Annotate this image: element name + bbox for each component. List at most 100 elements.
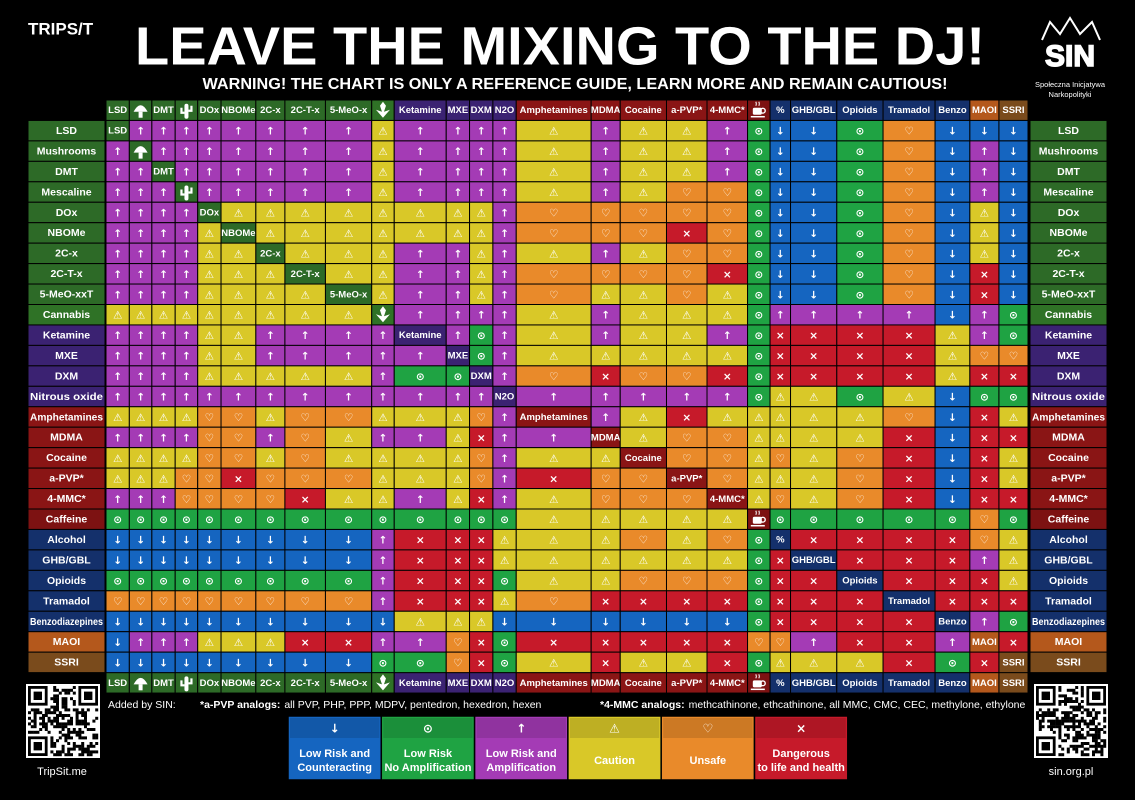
row-label: SSRI — [1056, 657, 1081, 669]
cell-symbol: ↑ — [301, 187, 310, 199]
cell-symbol: ⚠ — [754, 473, 763, 485]
cell-symbol: ♡ — [723, 576, 732, 588]
qr-module — [86, 750, 90, 754]
cell-symbol: ↓ — [301, 555, 310, 567]
cell-symbol: ↑ — [500, 269, 509, 281]
qr-module — [1075, 714, 1079, 717]
qr-module — [72, 747, 76, 751]
row-label: 2C-T-x — [50, 268, 82, 280]
cell-symbol: ⚠ — [344, 494, 353, 506]
column-label: Tramadol — [888, 678, 930, 689]
cell-symbol: ♡ — [723, 453, 732, 465]
qr-module — [1066, 733, 1070, 737]
cell-symbol: ⚠ — [776, 473, 785, 485]
cell-symbol: ⚠ — [113, 473, 122, 485]
cell-symbol: ⊙ — [182, 514, 191, 526]
qr-module — [1072, 728, 1076, 731]
qr-module — [1066, 719, 1070, 723]
cell-symbol: ⊙ — [205, 576, 214, 588]
qr-module — [1100, 753, 1104, 757]
qr-module — [1064, 711, 1067, 715]
cell-symbol: ↑ — [500, 473, 509, 485]
qr-module — [1075, 708, 1079, 712]
qr-module — [1069, 719, 1073, 723]
cell-symbol: ⊙ — [856, 228, 865, 240]
qr-module — [58, 753, 62, 757]
qr-module — [95, 742, 99, 745]
cell-symbol: ⚠ — [601, 453, 610, 465]
cell-symbol: ⚠ — [378, 207, 387, 219]
column-label: NBOMe — [221, 105, 255, 116]
cell-symbol: ♡ — [682, 289, 691, 301]
qr-module — [70, 753, 73, 757]
column-label: Opioids — [842, 105, 877, 116]
qr-module — [61, 705, 65, 709]
cell-symbol: × — [905, 432, 914, 444]
row-label: a-PVP* — [49, 473, 84, 485]
qr-module — [1061, 719, 1065, 723]
row-label: Cocaine — [1048, 452, 1089, 464]
qr-module — [1089, 728, 1093, 731]
qr-module — [28, 722, 31, 726]
cell-symbol: ♡ — [205, 453, 214, 465]
qr-module — [64, 705, 68, 709]
cell-symbol: ↓ — [809, 269, 818, 281]
qr-module — [1055, 725, 1059, 729]
cell-symbol: ⚠ — [549, 126, 558, 138]
cell-symbol: ↑ — [379, 555, 388, 567]
cell-symbol: ⚠ — [477, 616, 486, 628]
cell-symbol: ↑ — [113, 351, 122, 363]
cell-symbol: ↓ — [948, 146, 957, 158]
cell-symbol: ⚠ — [754, 432, 763, 444]
row-label: Ketamine — [43, 329, 90, 341]
cell-symbol: ↓ — [344, 535, 353, 547]
cell-symbol: ⚠ — [639, 248, 648, 260]
qr-module — [1058, 753, 1062, 757]
cell-symbol: ♡ — [477, 453, 486, 465]
cell-symbol: × — [1009, 371, 1018, 383]
cell-symbol: ↑ — [159, 494, 168, 506]
cell-symbol: ↑ — [601, 126, 610, 138]
cell-symbol: ↑ — [500, 146, 509, 158]
cell-symbol: ⊙ — [1009, 392, 1018, 404]
cell-symbol: ↑ — [723, 330, 732, 342]
cell-symbol: ↑ — [113, 494, 122, 506]
cell-symbol: × — [980, 269, 989, 281]
column-label: % — [776, 105, 785, 116]
qr-module — [64, 722, 68, 726]
cell-symbol: ⚠ — [234, 351, 243, 363]
cell-symbol: ↓ — [776, 269, 785, 281]
qr-module — [61, 733, 65, 737]
cell-symbol: ↓ — [500, 616, 509, 628]
qr-module — [1064, 697, 1067, 701]
cell-symbol: ⚠ — [549, 657, 558, 669]
column-label: 2C-x — [260, 248, 281, 259]
qr-module — [1064, 702, 1067, 706]
cell-symbol: ↓ — [159, 616, 168, 628]
cell-symbol: × — [776, 616, 785, 628]
cell-symbol: ↑ — [477, 187, 486, 199]
column-label: MAOI — [972, 105, 997, 116]
qr-module — [1058, 725, 1062, 729]
qr-module — [95, 750, 99, 754]
row-label: Mescaline — [41, 186, 91, 198]
cell-symbol: ↑ — [159, 248, 168, 260]
cell-symbol: ⚠ — [378, 146, 387, 158]
qr-module — [1080, 686, 1084, 689]
cell-symbol: ↑ — [136, 432, 145, 444]
cell-symbol: × — [856, 351, 865, 363]
note-added-by: Added by SIN: — [108, 699, 176, 711]
qr-module — [67, 736, 71, 740]
cell-symbol: ⚠ — [453, 616, 462, 628]
cell-symbol: ♡ — [639, 535, 648, 547]
cell-symbol: ↓ — [948, 412, 957, 424]
qr-module — [64, 736, 68, 740]
cell-symbol: ↓ — [1009, 248, 1018, 260]
qr-module — [1066, 714, 1070, 717]
qr-module — [81, 730, 85, 734]
cell-symbol: ⚠ — [601, 576, 610, 588]
qr-module — [1066, 711, 1070, 715]
qr-module — [1052, 714, 1056, 717]
cell-symbol: × — [905, 330, 914, 342]
